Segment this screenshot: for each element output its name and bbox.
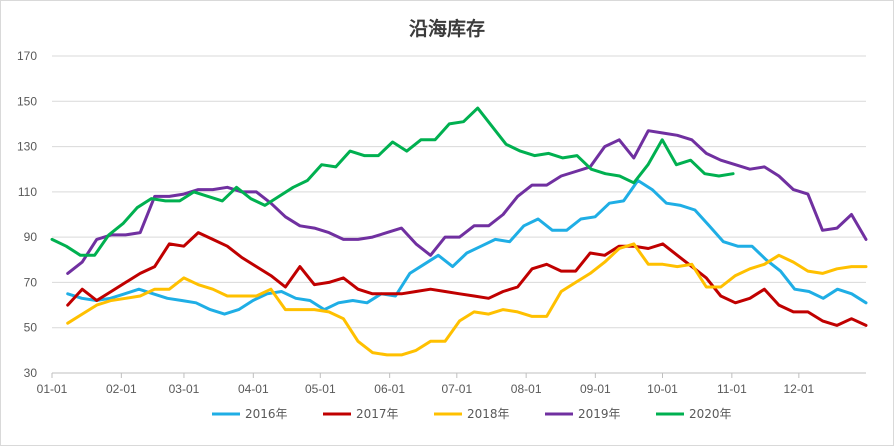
legend-label: 2016年 bbox=[245, 407, 288, 421]
x-tick-label: 10-01 bbox=[647, 382, 678, 396]
x-tick-label: 03-01 bbox=[169, 382, 200, 396]
y-tick-label: 170 bbox=[17, 49, 37, 63]
legend-label: 2019年 bbox=[578, 407, 621, 421]
y-tick-label: 70 bbox=[24, 275, 38, 289]
y-tick-label: 110 bbox=[18, 185, 37, 199]
x-tick-label: 05-01 bbox=[305, 382, 336, 396]
y-tick-label: 30 bbox=[24, 366, 38, 380]
x-tick-label: 07-01 bbox=[441, 382, 472, 396]
x-tick-label: 09-01 bbox=[580, 382, 611, 396]
x-tick-label: 02-01 bbox=[106, 382, 137, 396]
series-line-2016 bbox=[66, 179, 868, 316]
x-tick-label: 04-01 bbox=[238, 382, 269, 396]
y-tick-label: 50 bbox=[24, 321, 38, 335]
y-tick-label: 150 bbox=[17, 94, 37, 108]
series-line-2019 bbox=[66, 129, 868, 275]
series-line-2018 bbox=[66, 242, 868, 357]
legend: 2016年 2017年 2018年 2019年 2020年 bbox=[212, 407, 732, 421]
series-line-2017 bbox=[66, 231, 868, 327]
x-tick-label: 06-01 bbox=[374, 382, 405, 396]
series-line-2020 bbox=[50, 106, 735, 257]
y-tick-label: 90 bbox=[24, 230, 38, 244]
x-tick-label: 11-01 bbox=[717, 382, 747, 396]
chart-title: 沿海库存 bbox=[409, 17, 485, 40]
legend-label: 2017年 bbox=[356, 407, 399, 421]
x-tick-label: 01-01 bbox=[37, 382, 68, 396]
x-axis-ticks: 01-01 02-01 03-01 04-01 05-01 06-01 07-01 08-01… bbox=[37, 373, 815, 396]
series-lines bbox=[50, 106, 868, 357]
x-tick-label: 08-01 bbox=[511, 382, 542, 396]
legend-label: 2020年 bbox=[689, 407, 732, 421]
legend-label: 2018年 bbox=[467, 407, 510, 421]
y-axis-ticks: 30 50 70 90 110 130 150 170 bbox=[17, 49, 37, 380]
y-tick-label: 130 bbox=[17, 140, 37, 154]
x-tick-label: 12-01 bbox=[783, 382, 814, 396]
